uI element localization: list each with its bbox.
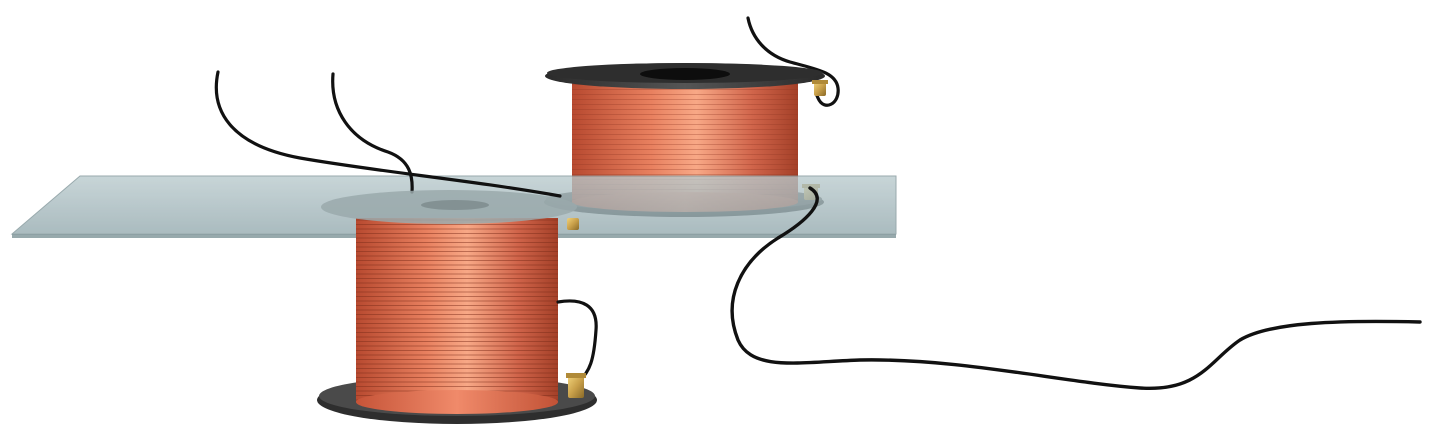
primary-coil-bottom-terminal (566, 373, 586, 398)
primary-coil-side-wire (556, 299, 598, 384)
primary-coil-lead-wire-2 (331, 72, 414, 194)
secondary-coil-top-terminal (812, 80, 828, 96)
primary-coil-lead-wire-1 (214, 70, 562, 198)
primary-coil (214, 70, 598, 424)
secondary-coil-output-wire (730, 186, 1422, 390)
primary-coil-top-terminal (567, 218, 579, 230)
